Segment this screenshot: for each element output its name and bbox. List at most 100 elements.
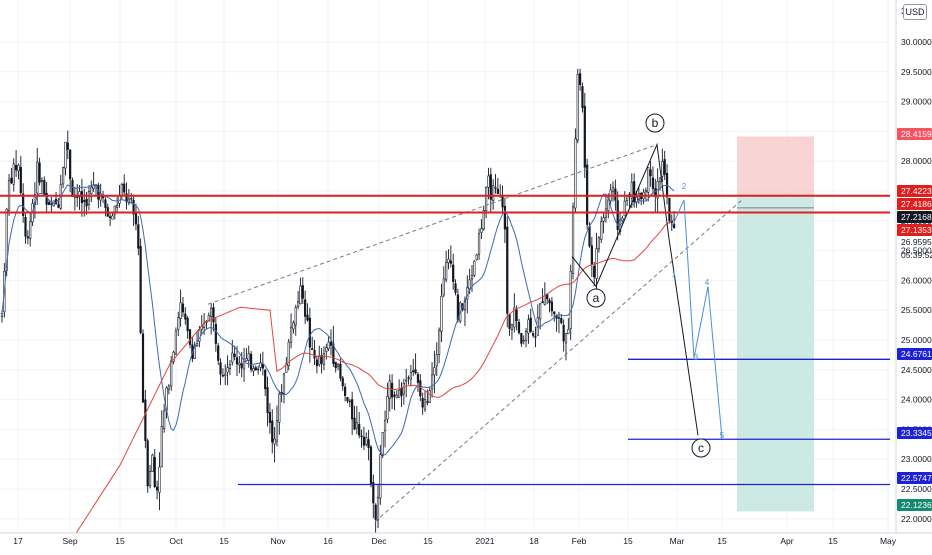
candle bbox=[473, 260, 476, 278]
wave-label-text: a bbox=[593, 291, 600, 305]
candle bbox=[362, 426, 366, 450]
candle bbox=[226, 355, 229, 386]
candle bbox=[163, 403, 166, 433]
candle bbox=[550, 296, 553, 317]
candle bbox=[47, 199, 51, 205]
time-tick-label: 2021 bbox=[476, 536, 495, 546]
wave-label-text: 4 bbox=[705, 278, 710, 287]
candle bbox=[644, 187, 647, 201]
candle bbox=[564, 332, 568, 361]
wedge-upper-line[interactable] bbox=[207, 144, 658, 305]
candle bbox=[38, 157, 41, 186]
candle bbox=[651, 166, 655, 195]
candle bbox=[661, 148, 664, 183]
candle bbox=[440, 283, 443, 342]
take-profit-zone[interactable] bbox=[737, 195, 814, 512]
candle bbox=[294, 304, 297, 336]
time-tick-label: Mar bbox=[670, 536, 685, 546]
candle bbox=[437, 327, 441, 364]
price-axis[interactable]: 330.0000029.5000029.0000028.5000028.0000… bbox=[895, 0, 932, 533]
candle bbox=[447, 249, 450, 270]
candle bbox=[64, 141, 67, 176]
candle bbox=[292, 320, 295, 334]
wave-projection[interactable] bbox=[671, 199, 723, 439]
candle bbox=[278, 390, 281, 435]
candle bbox=[266, 376, 269, 427]
candle bbox=[412, 358, 415, 376]
price-tag-text: 22.57475 bbox=[901, 473, 932, 483]
candle bbox=[287, 338, 290, 371]
candle bbox=[231, 339, 234, 366]
candle bbox=[496, 178, 499, 194]
price-tag-text: 05:39:52 bbox=[901, 250, 932, 260]
wave-label-a: a bbox=[586, 288, 606, 308]
candle bbox=[132, 194, 135, 226]
candle bbox=[329, 329, 333, 356]
candle bbox=[146, 438, 149, 493]
price-tag-text: 27.13534 bbox=[901, 225, 932, 235]
candle bbox=[452, 253, 455, 290]
horizontal-levels[interactable] bbox=[0, 194, 890, 486]
price-tick-label: 24.50000 bbox=[901, 365, 932, 375]
candle bbox=[257, 365, 260, 375]
candle bbox=[90, 180, 93, 203]
time-tick-label: 15 bbox=[423, 536, 433, 546]
candle bbox=[151, 453, 154, 472]
candle bbox=[123, 174, 126, 195]
time-tick-label: Feb bbox=[572, 536, 587, 546]
candle bbox=[529, 308, 532, 333]
price-tag: 23.33457 bbox=[897, 427, 932, 439]
candle bbox=[343, 383, 347, 402]
projection-line[interactable] bbox=[671, 199, 723, 439]
abc-wave-line[interactable] bbox=[571, 142, 699, 436]
candle bbox=[336, 363, 340, 371]
wave-label-c: c bbox=[691, 438, 711, 458]
candle bbox=[374, 503, 377, 536]
candle bbox=[22, 183, 25, 223]
candle bbox=[390, 374, 394, 410]
candle bbox=[144, 389, 147, 449]
candle bbox=[383, 410, 387, 448]
candle bbox=[576, 68, 579, 144]
candle bbox=[633, 173, 636, 208]
candle bbox=[506, 216, 509, 328]
price-tag: 27.21681 bbox=[897, 211, 932, 223]
price-tag: 22.57475 bbox=[897, 472, 932, 484]
candle bbox=[381, 432, 384, 459]
candle bbox=[296, 291, 300, 310]
candle bbox=[250, 351, 253, 373]
wedge-trendlines[interactable] bbox=[207, 142, 743, 523]
price-tick-label: 30.00000 bbox=[901, 37, 932, 47]
time-tick-label: 15 bbox=[219, 536, 229, 546]
wave-label-5: 5 bbox=[720, 431, 725, 440]
candle bbox=[548, 298, 551, 313]
candle bbox=[492, 179, 495, 210]
candle bbox=[581, 82, 584, 113]
candle bbox=[487, 167, 490, 200]
candle bbox=[235, 345, 239, 376]
time-tick-label: Dec bbox=[371, 536, 387, 546]
candle bbox=[282, 372, 286, 404]
position-tool[interactable] bbox=[737, 136, 814, 512]
stop-loss-zone[interactable] bbox=[737, 136, 814, 196]
candle bbox=[184, 307, 187, 325]
candle bbox=[353, 405, 356, 431]
time-axis[interactable]: 17 Sep 15 Oct 15 Nov 16 Dec 15 2021 18 Feb 15 Mar 15 Ap… bbox=[0, 532, 932, 550]
price-tick-label: 25.50000 bbox=[901, 305, 932, 315]
price-tick-label: 23.00000 bbox=[901, 454, 932, 464]
wave-label-4: 4 bbox=[705, 278, 710, 287]
candle bbox=[69, 148, 72, 193]
candle bbox=[593, 262, 596, 287]
wave-labels: b a c 1 2 3 4 5 bbox=[586, 113, 725, 458]
wave-label-2: 2 bbox=[682, 182, 687, 191]
price-tick-label: 26.00000 bbox=[901, 275, 932, 285]
candle bbox=[245, 348, 248, 362]
currency-badge[interactable]: USD bbox=[903, 4, 927, 20]
candle bbox=[271, 409, 274, 454]
candle bbox=[372, 474, 375, 519]
wedge-lower-line[interactable] bbox=[374, 199, 743, 523]
